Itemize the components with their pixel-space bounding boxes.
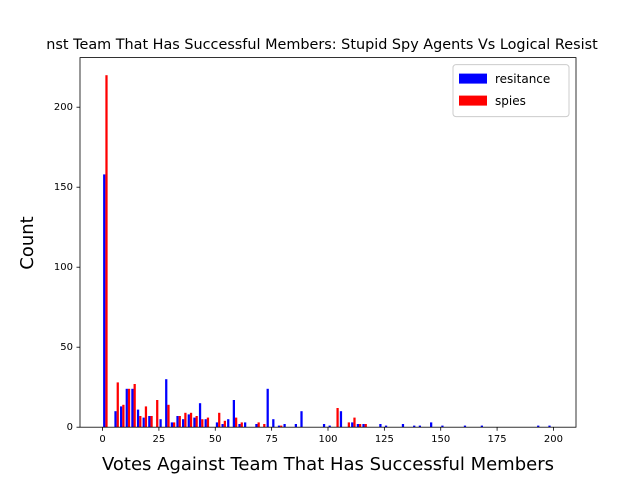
bar (353, 417, 356, 428)
bar (294, 424, 297, 428)
bar (548, 425, 551, 428)
bar (189, 412, 193, 428)
bar (173, 422, 176, 428)
x-tick-label: 0 (99, 434, 105, 445)
x-tick-label: 50 (209, 434, 222, 445)
bar (150, 416, 153, 428)
bar (379, 424, 382, 428)
x-tick-label: 200 (544, 434, 563, 445)
bar (413, 425, 416, 428)
bar (122, 404, 125, 428)
y-tick-label: 200 (54, 102, 73, 113)
bar (257, 422, 260, 428)
bar (144, 406, 148, 428)
x-tick-label: 75 (265, 434, 278, 445)
bar (283, 424, 286, 428)
bar (263, 424, 266, 428)
legend-swatch (459, 73, 487, 84)
bar (441, 425, 444, 428)
bar (300, 411, 303, 428)
legend-label: spies (495, 94, 526, 108)
bar (235, 417, 238, 428)
legend-swatch (459, 95, 487, 106)
bar (221, 424, 224, 428)
bar (227, 419, 230, 428)
bar (362, 424, 365, 428)
bar (240, 422, 243, 428)
bar (125, 388, 128, 428)
bar (255, 424, 258, 428)
bar (418, 425, 421, 428)
bar (142, 417, 145, 428)
y-tick-label: 150 (54, 182, 73, 193)
bar (105, 75, 108, 428)
bar (356, 424, 359, 428)
bar (165, 379, 168, 428)
bar (187, 414, 190, 428)
x-tick-label: 125 (375, 434, 394, 445)
bar (272, 419, 275, 428)
bar (280, 425, 283, 428)
bar (328, 425, 331, 428)
bar (351, 422, 354, 428)
bar (139, 416, 142, 428)
bar (170, 422, 173, 428)
x-tick-label: 25 (153, 434, 166, 445)
bar (218, 412, 221, 428)
bar (359, 424, 362, 428)
bar (223, 420, 226, 428)
bar (116, 382, 119, 428)
bar (176, 416, 179, 428)
bar (103, 174, 106, 428)
bar (244, 422, 247, 428)
y-tick-label: 0 (67, 422, 73, 433)
bar (347, 422, 350, 428)
x-tick-label: 100 (318, 434, 337, 445)
bar (178, 416, 181, 428)
bar (136, 409, 140, 428)
bar (364, 424, 367, 428)
bar (182, 419, 185, 428)
bar (159, 419, 162, 428)
legend-label: resitance (495, 72, 550, 86)
bar (127, 388, 131, 428)
bar (277, 425, 281, 428)
y-tick-label: 50 (60, 342, 73, 353)
bar (339, 411, 343, 428)
bar (232, 400, 235, 428)
x-axis-label: Votes Against Team That Has Successful M… (102, 454, 554, 475)
bar (133, 384, 136, 428)
bar (480, 425, 483, 428)
y-axis-label: Count (17, 216, 38, 269)
x-tick-label: 150 (431, 434, 450, 445)
x-tick-label: 175 (488, 434, 507, 445)
bar (463, 425, 467, 428)
bar (401, 424, 405, 428)
bar (204, 419, 207, 428)
bar (384, 425, 388, 428)
bar (266, 388, 269, 428)
bar (322, 424, 326, 428)
bar (167, 404, 170, 428)
chart-title: nst Team That Has Successful Members: St… (46, 37, 598, 53)
bar (114, 411, 117, 428)
bar (131, 388, 134, 428)
bar (430, 422, 433, 428)
bar (195, 416, 198, 428)
bar (238, 424, 241, 428)
bar (184, 412, 187, 428)
bar (537, 425, 540, 428)
bar (148, 416, 151, 428)
bar (198, 403, 202, 428)
y-tick-label: 100 (54, 262, 73, 273)
bar (336, 408, 339, 428)
legend: resitance spies (452, 64, 570, 118)
bar (120, 406, 123, 428)
bar (215, 422, 219, 428)
bar (206, 417, 210, 428)
bar (193, 417, 196, 428)
bar (201, 419, 204, 428)
bar (156, 400, 159, 428)
